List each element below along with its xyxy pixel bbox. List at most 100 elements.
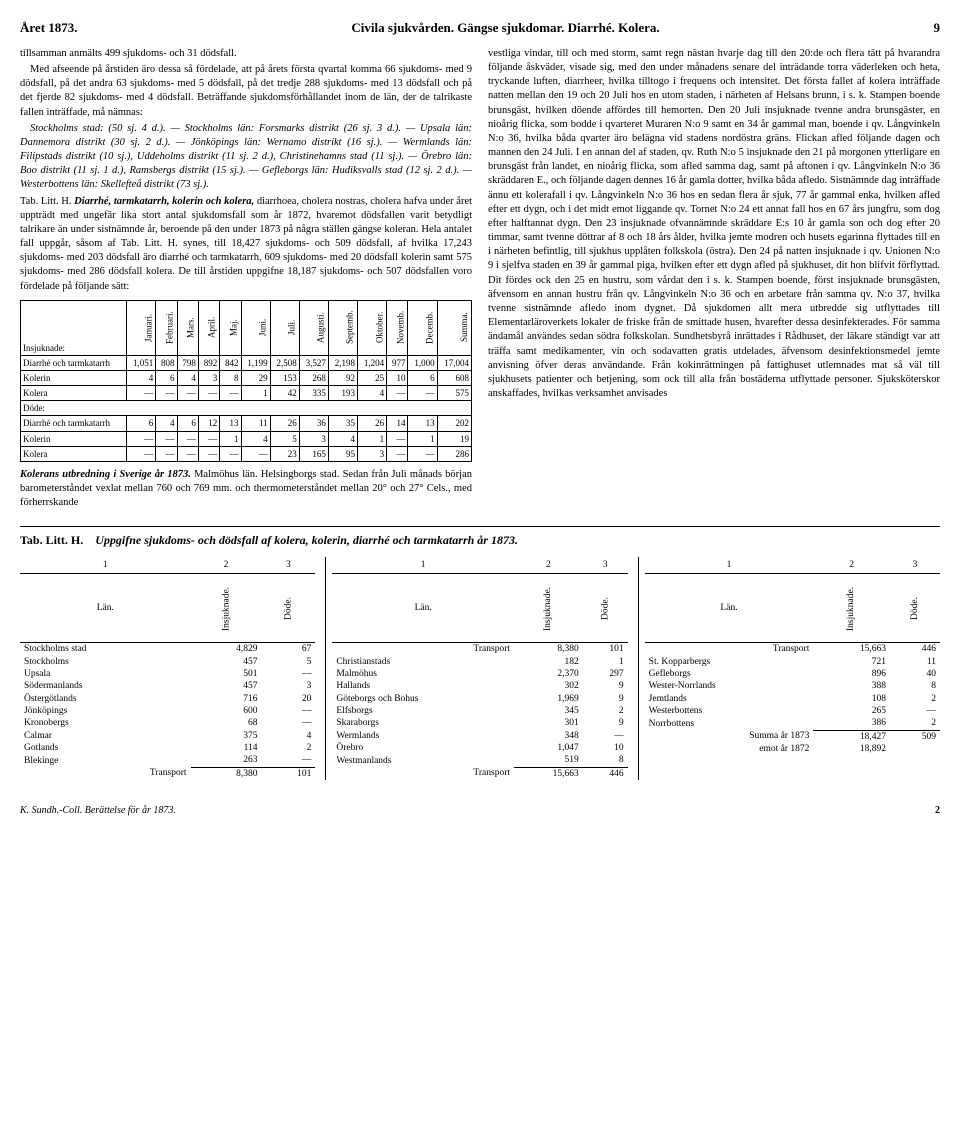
cell: 4 bbox=[241, 431, 270, 446]
cell: — bbox=[156, 431, 177, 446]
cell: 5 bbox=[270, 431, 299, 446]
diarrhe-body: diarrhoea, cholera nostras, cholera hafv… bbox=[20, 196, 472, 292]
month-maj: Maj. bbox=[220, 300, 241, 355]
lan-row: Upsala501— bbox=[20, 668, 315, 680]
page-footer: K. Sundh.-Coll. Berättelse för år 1873. … bbox=[20, 804, 940, 817]
lan-row: Stockholms4575 bbox=[20, 656, 315, 668]
cell: — bbox=[408, 386, 437, 401]
transport-in-row: Transport8,380101 bbox=[332, 643, 627, 656]
cell: — bbox=[241, 446, 270, 461]
tab-h-panels: 123Län.Insjuknade.Döde.Stockholms stad4,… bbox=[20, 557, 940, 780]
cell: 202 bbox=[437, 416, 471, 431]
tab-h-title: Uppgifne sjukdoms- och dödsfall af koler… bbox=[95, 533, 518, 547]
lan-row: Kronobergs68— bbox=[20, 717, 315, 729]
cell: 26 bbox=[270, 416, 299, 431]
lan-row: Gotlands1142 bbox=[20, 742, 315, 754]
cell: 193 bbox=[328, 386, 357, 401]
cell: 3,527 bbox=[299, 355, 328, 370]
cell: 286 bbox=[437, 446, 471, 461]
cell: — bbox=[127, 431, 156, 446]
cell: — bbox=[156, 386, 177, 401]
col-num: 3 bbox=[262, 557, 316, 574]
lan-row: Calmar3754 bbox=[20, 730, 315, 742]
intro-line: tillsamman anmälts 499 sjukdoms- och 31 … bbox=[20, 47, 472, 61]
diarrhe-para: Tab. Litt. H. Diarrhé, tarmkatarrh, kole… bbox=[20, 195, 472, 294]
transport-out-row: Transport8,380101 bbox=[20, 767, 315, 780]
cell: 4 bbox=[127, 370, 156, 385]
lan-row: Elfsborgs3452 bbox=[332, 705, 627, 717]
right-para-1: vestliga vindar, till och med storm, sam… bbox=[488, 47, 940, 401]
cell: 17,004 bbox=[437, 355, 471, 370]
table-row: Kolera——————23165953——286 bbox=[21, 446, 472, 461]
lan-row: St. Kopparbergs72111 bbox=[645, 656, 940, 668]
table-row: Kolerin46438291532689225106608 bbox=[21, 370, 472, 385]
col-header-dode: Döde. bbox=[890, 574, 940, 643]
cell: 268 bbox=[299, 370, 328, 385]
cell: — bbox=[177, 446, 198, 461]
cell: 977 bbox=[387, 355, 408, 370]
month-jun: Juni. bbox=[241, 300, 270, 355]
month-sep: Septemb. bbox=[328, 300, 357, 355]
cell: 1 bbox=[220, 431, 241, 446]
cell: 42 bbox=[270, 386, 299, 401]
row-label: Diarrhé och tarmkatarrh bbox=[21, 355, 127, 370]
month-jan: Januari. bbox=[127, 300, 156, 355]
col-header-insjuknade: Insjuknade. bbox=[191, 574, 262, 643]
month-dec: Decemb. bbox=[408, 300, 437, 355]
cell: — bbox=[387, 431, 408, 446]
cell: 1 bbox=[241, 386, 270, 401]
cell: 1,000 bbox=[408, 355, 437, 370]
cell: 798 bbox=[177, 355, 198, 370]
diarrhe-title: Diarrhé, tarmkatarrh, kolerin och kolera… bbox=[74, 196, 254, 207]
month-jul: Juli. bbox=[270, 300, 299, 355]
cell: 808 bbox=[156, 355, 177, 370]
cell: — bbox=[127, 386, 156, 401]
table-row: Kolerin————145341—119 bbox=[21, 431, 472, 446]
cell: — bbox=[387, 446, 408, 461]
cell: 13 bbox=[408, 416, 437, 431]
lan-row: Westmanlands5198 bbox=[332, 754, 627, 767]
cell: 575 bbox=[437, 386, 471, 401]
cell: — bbox=[387, 386, 408, 401]
page-number: 9 bbox=[934, 20, 941, 37]
kolerans-title: Kolerans utbredning i Sverige år 1873. bbox=[20, 469, 191, 480]
cell: 35 bbox=[328, 416, 357, 431]
col-header-insjuknade: Insjuknade. bbox=[514, 574, 583, 643]
tab-h-panel: 123Län.Insjuknade.Döde.Transport8,380101… bbox=[325, 557, 627, 780]
lan-row: Norrbottens3862 bbox=[645, 717, 940, 730]
cell: 92 bbox=[328, 370, 357, 385]
cell: 892 bbox=[198, 355, 219, 370]
col-num: 1 bbox=[645, 557, 814, 574]
col-num: 1 bbox=[332, 557, 514, 574]
col-num: 3 bbox=[890, 557, 940, 574]
month-okt: Oktober. bbox=[358, 300, 387, 355]
lan-row: Jönköpings600— bbox=[20, 705, 315, 717]
left-column: tillsamman anmälts 499 sjukdoms- och 31 … bbox=[20, 47, 472, 512]
col-header-dode: Döde. bbox=[583, 574, 628, 643]
cell: — bbox=[156, 446, 177, 461]
lan-row: Gefleborgs89640 bbox=[645, 668, 940, 680]
insjuknade-header: Insjuknade: bbox=[21, 300, 127, 355]
cell: 26 bbox=[358, 416, 387, 431]
cell: 4 bbox=[328, 431, 357, 446]
cell: 1,204 bbox=[358, 355, 387, 370]
lan-row: Södermanlands4573 bbox=[20, 680, 315, 692]
cell: 10 bbox=[387, 370, 408, 385]
cell: 3 bbox=[358, 446, 387, 461]
cell: 19 bbox=[437, 431, 471, 446]
tab-h-heading: Tab. Litt. H. Uppgifne sjukdoms- och död… bbox=[20, 533, 940, 549]
row-label: Kolera bbox=[21, 386, 127, 401]
transport-in-row: Transport15,663446 bbox=[645, 643, 940, 656]
tab-h-panel: 123Län.Insjuknade.Döde.Transport15,66344… bbox=[638, 557, 940, 780]
row-label: Kolera bbox=[21, 446, 127, 461]
separator-rule bbox=[20, 526, 940, 527]
cell: 29 bbox=[241, 370, 270, 385]
cell: 165 bbox=[299, 446, 328, 461]
tab-lith-h-ref: Tab. Litt. H. bbox=[20, 196, 72, 207]
kolerans-para: Kolerans utbredning i Sverige år 1873. M… bbox=[20, 468, 472, 511]
lan-row: Westerbottens265— bbox=[645, 705, 940, 717]
tab-h-panel: 123Län.Insjuknade.Döde.Stockholms stad4,… bbox=[20, 557, 315, 780]
monthly-table: Insjuknade: Januari. Februari. Mars. Apr… bbox=[20, 300, 472, 462]
col-header-lan: Län. bbox=[20, 574, 191, 643]
cell: 4 bbox=[358, 386, 387, 401]
